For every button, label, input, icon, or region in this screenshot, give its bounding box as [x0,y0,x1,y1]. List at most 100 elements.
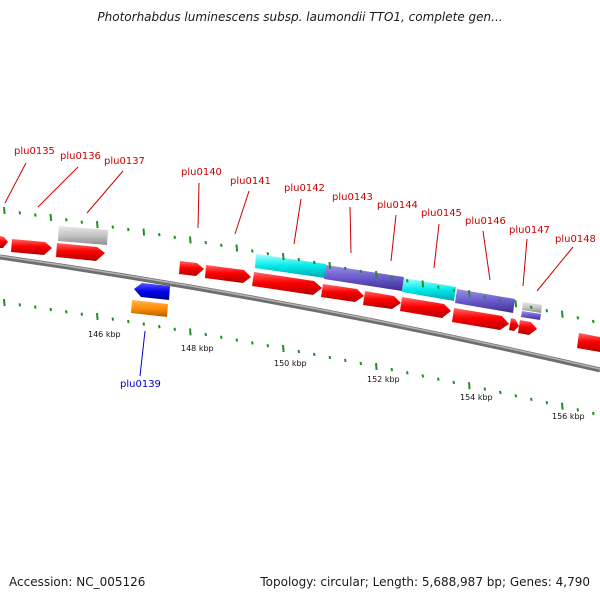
lower-tick [204,332,208,337]
gene-arrow[interactable] [0,236,8,248]
gene-label-plu0135[interactable]: plu0135 [14,146,55,157]
genome-backbone [0,254,600,373]
gene-arrow-plu0148[interactable] [518,320,537,335]
scale-label-150: 150 kbp [274,359,307,368]
lower-tick [127,319,130,324]
lower-tick [576,408,580,412]
upper-tick [313,260,316,265]
upper-tick-marks [3,207,595,324]
upper-tick [375,270,378,279]
genome-backbone-highlight [0,255,600,370]
lower-tick [375,362,378,371]
gene-box-plu0146[interactable] [455,289,515,313]
upper-tick [266,252,270,256]
gene-arrow-plu0146[interactable] [452,308,509,330]
gene-arrow-plu0141[interactable] [205,265,251,283]
upper-tick [49,213,53,221]
lower-tick [18,303,22,307]
scale-label-154: 154 kbp [460,393,493,402]
gene-arrow-plu0136[interactable] [56,243,105,261]
upper-tick [80,220,84,224]
gene-label-plu0141[interactable]: plu0141 [230,176,271,187]
lower-tick [189,328,192,336]
leader-plu0137 [86,170,124,214]
gene-arrow-plu0143[interactable] [321,284,364,302]
gene-arrow-plu0147[interactable] [509,318,519,331]
leader-plu0139 [139,330,146,377]
lower-tick [266,344,270,348]
lower-tick [530,397,533,401]
gene-box-plu0137[interactable] [58,226,108,245]
leader-plu0136 [37,166,79,208]
lower-tick [452,380,456,385]
gene-arrow-plu0135[interactable] [11,239,52,255]
upper-tick [576,316,580,320]
gene-label-plu0144[interactable]: plu0144 [377,200,418,211]
upper-tick [468,290,471,298]
lower-tick [282,345,285,353]
lower-tick [514,394,518,398]
gene-arrow[interactable] [577,333,600,352]
upper-tick [359,269,363,274]
lower-tick [80,312,84,316]
gene-arrow-plu0140[interactable] [179,261,204,276]
leader-plu0142 [293,198,302,245]
gene-box-plu0142[interactable] [255,254,326,278]
lower-tick [313,352,316,357]
gene-label-plu0139[interactable]: plu0139 [120,379,161,390]
upper-tick [499,298,502,303]
lower-tick [34,305,37,309]
lower-tick [173,327,177,331]
accession-text: Accession: NC_005126 [9,575,146,589]
gene-label-plu0145[interactable]: plu0145 [421,208,462,219]
upper-tick [173,235,177,239]
scale-label-152: 152 kbp [367,375,400,384]
gene-label-plu0143[interactable]: plu0143 [332,192,373,203]
gene-arrow-plu0142[interactable] [252,272,322,295]
upper-tick [142,228,146,236]
gene-box-plu0139[interactable] [131,300,168,317]
lower-tick [344,358,347,363]
gene-label-plu0147[interactable]: plu0147 [509,225,550,236]
upper-tick [65,218,68,222]
gene-box-plu0143[interactable] [324,265,404,291]
gene-label-plu0136[interactable]: plu0136 [60,151,101,162]
upper-tick [406,279,409,283]
lower-tick [251,341,254,345]
leader-plu0148 [536,246,574,292]
scale-label-156: 156 kbp [552,412,585,421]
lower-tick [545,401,549,405]
gene-label-plu0142[interactable]: plu0142 [284,183,325,194]
gene-label-plu0140[interactable]: plu0140 [181,167,222,178]
map-title: Photorhabdus luminescens subsp. laumondi… [97,10,503,24]
genome-stats-text: Topology: circular; Length: 5,688,987 bp… [260,575,590,589]
upper-tick [96,221,99,229]
gene-label-plu0146[interactable]: plu0146 [465,216,506,227]
gene-box-plu0148-b[interactable] [521,311,541,320]
gene-arrow-plu0145[interactable] [400,297,451,318]
lower-tick [499,390,502,395]
leader-plu0146 [482,230,491,281]
lower-tick [437,377,440,381]
lower-tick [49,307,53,312]
upper-tick [34,213,37,217]
lower-tick [220,335,223,339]
upper-tick [483,295,487,299]
leader-plu0145 [433,223,440,269]
label-leader-lines [4,162,574,377]
upper-tick [344,266,347,271]
lower-tick [111,317,115,321]
gene-arrow-plu0144[interactable] [363,291,401,309]
gene-box-plu0145[interactable] [402,278,456,301]
scale-labels: 146 kbp 148 kbp 150 kbp 152 kbp 154 kbp … [88,330,585,421]
lower-tick [561,402,564,410]
gene-arrow-plu0139[interactable] [134,283,170,300]
upper-tick [561,310,564,318]
upper-tick [235,244,239,252]
upper-tick [3,207,6,215]
lower-tick [235,338,239,342]
gene-label-plu0137[interactable]: plu0137 [104,156,145,167]
lower-tick [297,349,301,354]
gene-label-plu0148[interactable]: plu0148 [555,234,596,245]
lower-tick [421,374,425,378]
